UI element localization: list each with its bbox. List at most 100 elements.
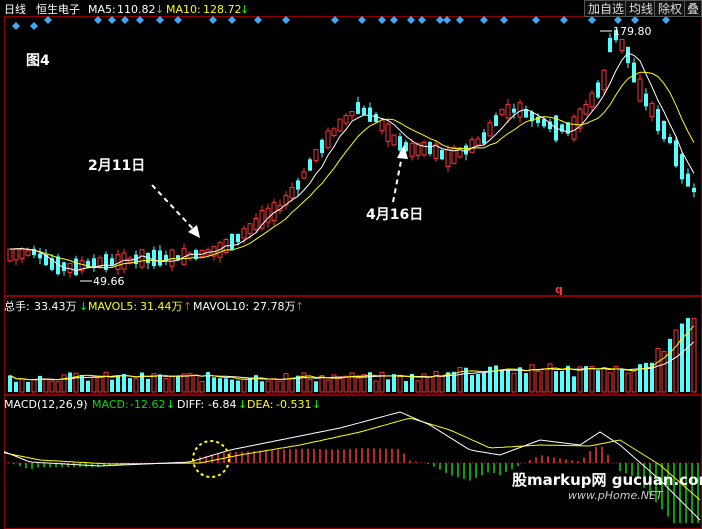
marker-diamond xyxy=(662,16,670,24)
candle xyxy=(230,233,234,251)
marker-diamond xyxy=(456,16,464,24)
volume-bar xyxy=(193,374,199,393)
volume-bar xyxy=(43,378,49,393)
volume-bar xyxy=(638,364,642,392)
marker-diamond xyxy=(378,16,386,24)
candle xyxy=(194,248,198,261)
volume-bar xyxy=(547,363,553,393)
candle xyxy=(662,120,666,142)
volume-bar xyxy=(26,381,30,392)
marker-diamond xyxy=(588,16,596,24)
marker-diamond xyxy=(209,16,217,24)
volume-bar xyxy=(427,376,433,393)
candle xyxy=(680,152,684,184)
volume-bar xyxy=(14,381,18,392)
volume-bar xyxy=(187,373,193,393)
period-label: 日线 xyxy=(4,2,26,16)
ma5-arrow: ↓ xyxy=(155,3,164,16)
candle xyxy=(181,243,187,266)
marker-diamond xyxy=(331,16,339,24)
candle xyxy=(398,132,402,157)
marker-diamond xyxy=(443,16,451,24)
candle xyxy=(62,261,66,276)
candlesticks xyxy=(7,29,696,279)
candle xyxy=(512,103,516,119)
adjust-button[interactable]: 除权 xyxy=(654,0,687,17)
volume-bar xyxy=(19,378,25,393)
ma5-line xyxy=(9,52,695,272)
diff-arrow: ↓ xyxy=(238,398,247,411)
volume-bar xyxy=(661,351,667,393)
volume-bar xyxy=(349,372,355,393)
volume-bar xyxy=(386,379,390,392)
candle xyxy=(92,254,96,272)
volume-bar xyxy=(421,373,427,393)
candle xyxy=(614,29,618,43)
candle xyxy=(362,105,366,116)
dea-label: DEA: xyxy=(247,398,273,411)
volume-bar xyxy=(236,380,240,392)
diff-value: -6.84 xyxy=(208,398,236,411)
mavol10-value: 27.78万 xyxy=(253,300,296,313)
marker-diamond xyxy=(631,16,639,24)
candle xyxy=(451,144,457,164)
volume-bar xyxy=(470,375,474,392)
volume-bar xyxy=(116,375,120,392)
ma10-arrow: ↓ xyxy=(240,3,249,16)
volume-bar xyxy=(601,367,607,393)
candle xyxy=(385,121,391,147)
volume-bar xyxy=(307,379,313,393)
candle xyxy=(205,247,211,256)
candle xyxy=(152,246,156,269)
high-price-marker: 179.80 xyxy=(600,25,652,38)
candle xyxy=(67,263,73,279)
date1-label: 2月11日 xyxy=(88,158,145,174)
marker-diamond xyxy=(228,16,236,24)
volume-bar xyxy=(283,373,289,393)
macd-arrow: ↓ xyxy=(166,398,175,411)
volume-bar xyxy=(560,370,564,392)
ma-line-button[interactable]: 均线 xyxy=(625,0,658,17)
candle xyxy=(637,73,643,103)
add-watchlist-button[interactable]: 加自选 xyxy=(584,0,629,17)
candle xyxy=(596,79,600,99)
volume-bar xyxy=(176,376,180,392)
volume-bar xyxy=(343,375,349,393)
volume-bar xyxy=(38,375,42,392)
volume-bar xyxy=(163,378,169,393)
macd-name: MACD(12,26,9) xyxy=(4,398,88,411)
marker-diamond xyxy=(108,16,116,24)
volume-bars xyxy=(8,317,697,393)
ma10-value: 128.72 xyxy=(203,3,242,16)
candle xyxy=(296,177,300,196)
volume-bar xyxy=(464,367,468,392)
candle xyxy=(482,128,486,145)
candle xyxy=(38,248,42,265)
candle xyxy=(499,108,505,117)
volume-bar xyxy=(73,372,79,393)
candle xyxy=(445,145,451,173)
candle xyxy=(415,142,421,160)
candle xyxy=(530,110,534,127)
candle xyxy=(433,140,439,162)
candle xyxy=(7,248,13,263)
ma10-line xyxy=(9,71,695,269)
volume-bar xyxy=(404,381,408,392)
volume-bar xyxy=(260,381,264,392)
overlay-button[interactable]: 叠 xyxy=(684,0,702,17)
volume-bar xyxy=(644,362,648,392)
volume-bar xyxy=(541,368,547,393)
volume-bar xyxy=(122,374,126,392)
volume-bar xyxy=(8,375,12,392)
volume-bar xyxy=(613,366,619,393)
marker-diamond xyxy=(282,16,290,24)
candle xyxy=(668,133,672,145)
marker-diamond xyxy=(12,22,20,30)
candle xyxy=(649,101,655,122)
volume-bar xyxy=(140,372,144,392)
candle xyxy=(469,136,475,153)
marker-diamond xyxy=(44,16,52,24)
diff-line xyxy=(3,411,701,521)
candle xyxy=(494,112,498,127)
mavol5-value: 31.44万 xyxy=(140,300,183,313)
